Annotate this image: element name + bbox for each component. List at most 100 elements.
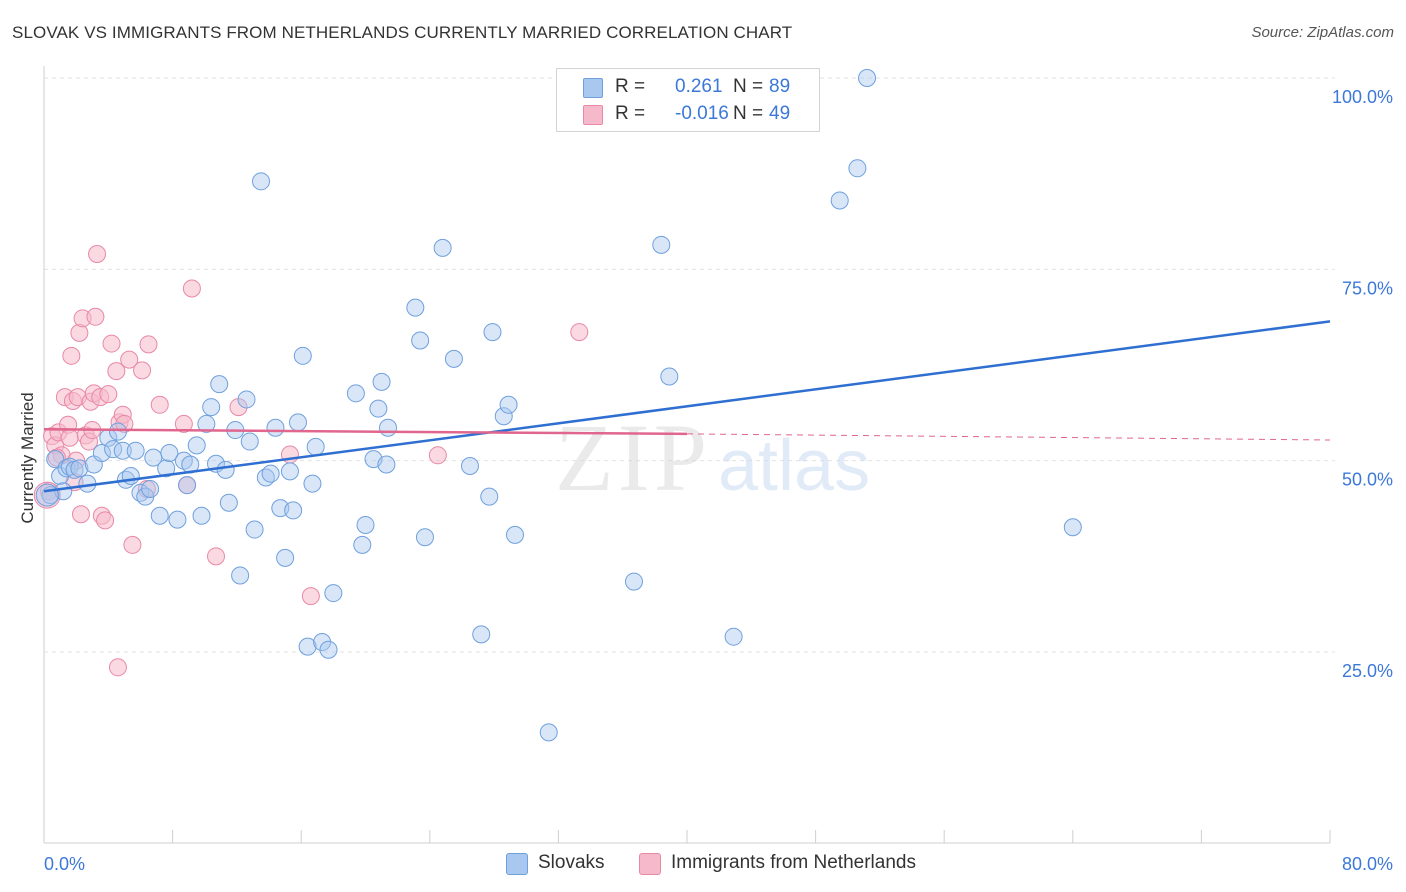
data-point-netherlands (428, 446, 447, 465)
data-point-slovaks (168, 510, 187, 529)
data-point-slovaks (298, 637, 317, 656)
data-point-slovaks (346, 384, 365, 403)
grid-layer (44, 77, 1335, 653)
data-point-slovaks (245, 520, 264, 539)
stats-n-label: N = (733, 103, 764, 124)
data-point-slovaks (192, 506, 211, 525)
data-point-netherlands (86, 307, 105, 326)
chart-source: Source: ZipAtlas.com (1251, 24, 1394, 41)
data-point-slovaks (848, 159, 867, 178)
data-point-slovaks (377, 455, 396, 474)
legend-swatch-slovaks (506, 853, 528, 875)
data-point-netherlands (96, 511, 115, 530)
data-point-slovaks (202, 398, 221, 417)
data-point-slovaks (276, 548, 295, 567)
data-point-slovaks (372, 372, 391, 391)
data-point-slovaks (830, 191, 849, 210)
data-point-netherlands (107, 362, 126, 381)
stats-swatch-slovaks (583, 78, 603, 98)
data-point-slovaks (284, 501, 303, 520)
data-point-netherlands (120, 350, 139, 369)
data-point-slovaks (187, 436, 206, 455)
trend-lines (43, 320, 1331, 493)
data-point-netherlands (301, 587, 320, 606)
data-point-slovaks (70, 459, 89, 478)
data-point-netherlands-cluster (33, 481, 61, 509)
data-point-netherlands (123, 535, 142, 554)
data-point-netherlands (99, 385, 118, 404)
legend: Slovaks Immigrants from Netherlands (0, 851, 1406, 877)
legend-swatch-netherlands (639, 853, 661, 875)
chart-title: SLOVAK VS IMMIGRANTS FROM NETHERLANDS CU… (12, 23, 793, 42)
stats-n-value: 49 (769, 103, 791, 124)
data-point-slovaks (379, 418, 398, 437)
data-point-slovaks (472, 625, 491, 644)
legend-label-slovaks: Slovaks (538, 852, 605, 873)
data-point-netherlands (62, 346, 81, 365)
data-point-slovaks (60, 457, 79, 476)
data-point-slovaks (237, 390, 256, 409)
data-point-slovaks (319, 640, 338, 659)
data-point-slovaks (141, 479, 160, 498)
data-point-slovaks (303, 474, 322, 493)
data-point-slovaks (231, 566, 250, 585)
y-axis-title: Currently Married (18, 392, 37, 523)
data-point-slovaks (494, 407, 513, 426)
data-point-slovaks (210, 375, 229, 394)
data-point-slovaks (411, 331, 430, 350)
data-point-netherlands (150, 395, 169, 414)
data-point-netherlands (139, 335, 158, 354)
data-point-slovaks (216, 460, 235, 479)
legend-label-netherlands: Immigrants from Netherlands (671, 852, 916, 873)
data-point-slovaks (252, 172, 271, 191)
data-point-netherlands (70, 323, 89, 342)
data-point-slovaks (724, 627, 743, 646)
data-point-slovaks (280, 462, 299, 481)
data-point-netherlands (88, 245, 107, 264)
data-point-slovaks (483, 323, 502, 342)
watermark-atlas: atlas (718, 426, 870, 506)
data-point-netherlands (102, 334, 121, 353)
data-point-slovaks (160, 444, 179, 463)
data-point-slovaks (1063, 518, 1082, 537)
data-point-slovaks (288, 413, 307, 432)
data-point-slovaks (157, 459, 176, 478)
data-point-netherlands (108, 658, 127, 677)
data-point-slovaks-cluster (35, 483, 59, 507)
x-tick-label-max: 80.0% (1342, 854, 1393, 874)
data-point-slovaks (306, 437, 325, 456)
data-point-slovaks (460, 457, 479, 476)
data-point-slovaks (219, 493, 238, 512)
data-point-netherlands (133, 361, 152, 380)
data-point-slovaks (499, 395, 518, 414)
data-point-slovaks (356, 515, 375, 534)
stats-swatch-netherlands (583, 105, 603, 125)
data-point-slovaks (539, 723, 558, 742)
data-point-slovaks (240, 432, 259, 451)
data-point-netherlands (71, 505, 90, 524)
data-point-slovaks (178, 476, 197, 495)
data-point-slovaks (108, 422, 127, 441)
series-slovaks-points (35, 69, 1082, 742)
stats-r-value: -0.016 (675, 103, 729, 124)
trend-line-netherlands-extension (686, 433, 1331, 441)
stats-r-label: R = (615, 103, 646, 124)
data-point-slovaks (121, 466, 140, 485)
data-point-slovaks (92, 444, 111, 463)
data-point-slovaks (369, 399, 388, 418)
data-point-slovaks (415, 528, 434, 547)
axis-layer (43, 66, 1331, 844)
data-point-slovaks (261, 464, 280, 483)
data-point-slovaks (433, 238, 452, 257)
data-point-slovaks (324, 584, 343, 603)
data-point-slovaks (624, 572, 643, 591)
axis-labels: 25.0% 50.0% 75.0% 100.0% 0.0% 80.0% Currently … (18, 87, 1393, 874)
data-point-slovaks (480, 487, 499, 506)
stats-r-label: R = (615, 76, 646, 97)
y-tick-label: 100.0% (1332, 87, 1393, 107)
data-point-netherlands (174, 414, 193, 433)
data-point-netherlands (570, 323, 589, 342)
data-point-slovaks (313, 633, 332, 652)
data-point-slovaks (150, 506, 169, 525)
